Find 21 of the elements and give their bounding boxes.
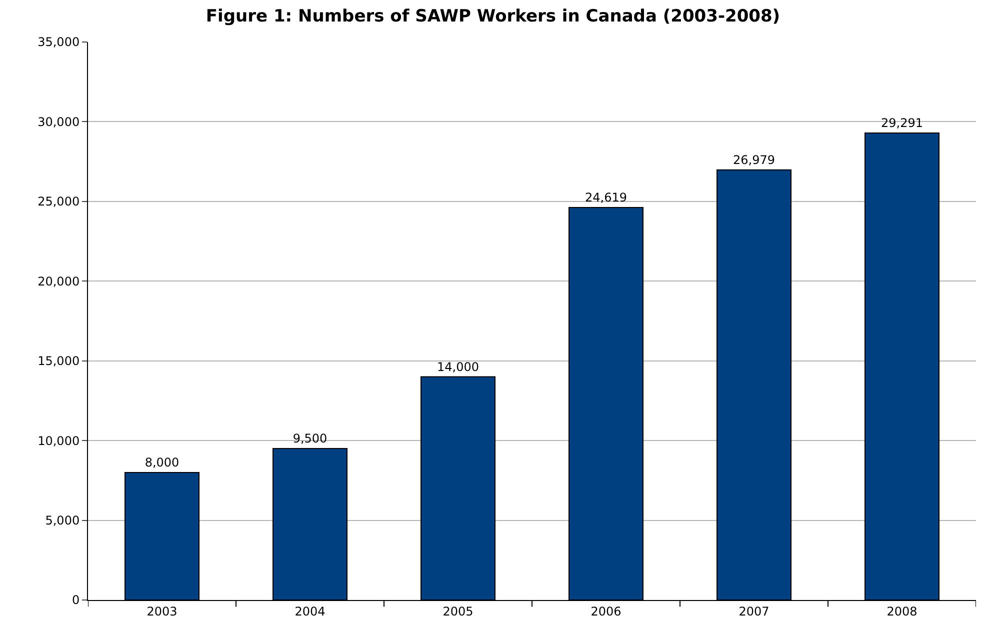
x-tick-label: 2003: [146, 604, 178, 618]
y-tick-label: 35,000: [38, 35, 80, 50]
y-tick-label: 30,000: [38, 114, 80, 129]
x-tick-label: 2008: [886, 604, 918, 618]
y-tick-label: 20,000: [38, 274, 80, 288]
chart-title: Figure 1: Numbers of SAWP Workers in Canada (2003-2008): [206, 6, 780, 26]
y-tick-label: 0: [72, 593, 80, 608]
x-tick-label: 2007: [738, 604, 770, 618]
data-label: 8,000: [144, 455, 180, 470]
x-tick-label: 2004: [294, 604, 326, 618]
y-tick-label: 10,000: [38, 434, 80, 448]
data-label: 9,500: [292, 432, 328, 446]
y-tick-label: 5,000: [45, 513, 80, 528]
data-label: 24,619: [585, 190, 627, 204]
y-tick-label: 25,000: [38, 194, 80, 209]
data-label: 14,000: [437, 360, 479, 374]
y-tick-label: 15,000: [38, 354, 80, 368]
x-tick-label: 2006: [590, 604, 622, 618]
data-label: 26,979: [733, 152, 775, 167]
x-tick-label: 2005: [442, 604, 474, 618]
data-label: 29,291: [881, 116, 923, 130]
